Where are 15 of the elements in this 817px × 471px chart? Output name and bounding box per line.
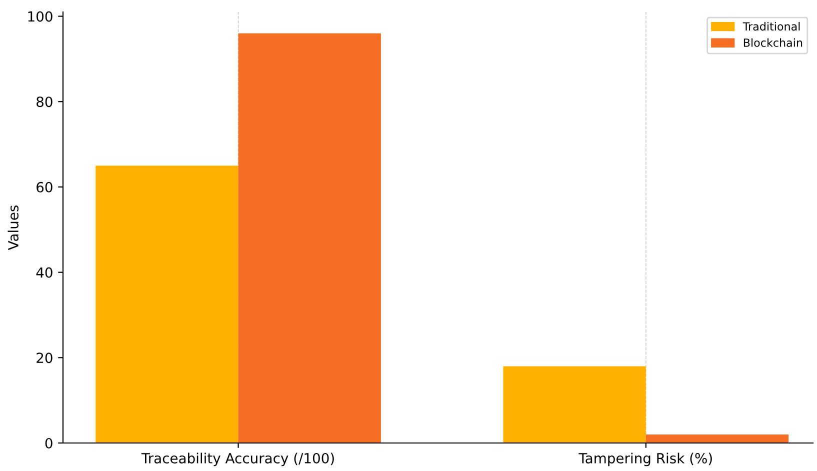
y-tick-label: 60 <box>36 182 52 192</box>
bar <box>646 434 789 443</box>
y-tick-label: 0 <box>45 438 52 448</box>
x-tick-label: Tampering Risk (%) <box>578 452 712 466</box>
x-tick-label: Traceability Accuracy (/100) <box>141 452 334 466</box>
y-tick-label: 80 <box>36 96 52 108</box>
y-tick-label: 100 <box>28 11 52 22</box>
y-tick-label: 40 <box>36 267 52 278</box>
legend-label: Traditional <box>742 22 800 31</box>
bar <box>503 366 646 443</box>
bar <box>238 33 381 443</box>
bar <box>96 166 238 443</box>
y-tick-label: 20 <box>36 352 52 364</box>
legend-label: Blockchain <box>744 38 802 47</box>
y-axis-title: Values <box>8 205 19 250</box>
